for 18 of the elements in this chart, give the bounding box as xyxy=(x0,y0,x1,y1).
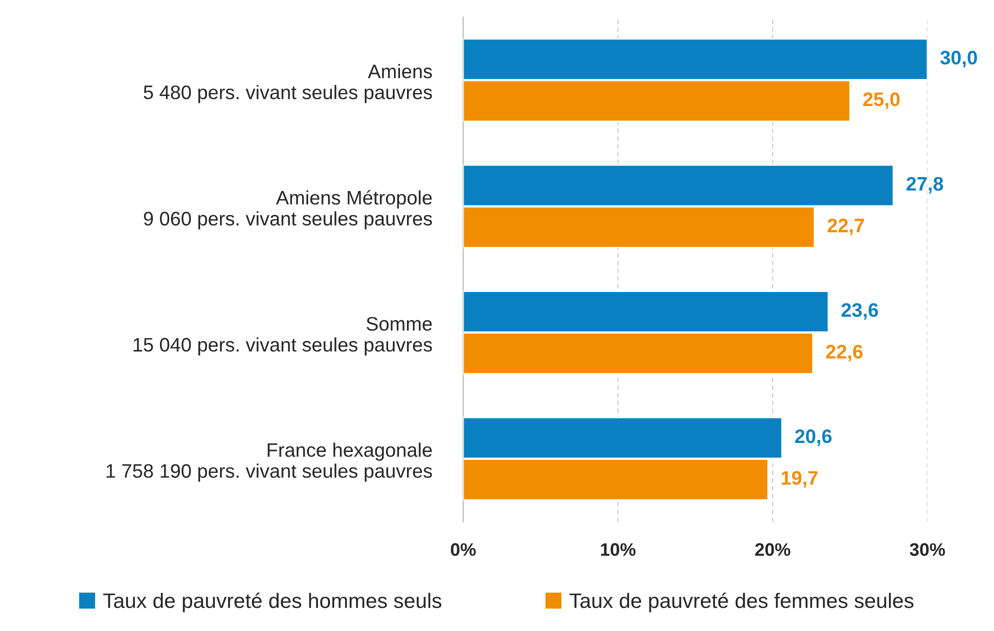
x-tick-label: 10% xyxy=(601,543,636,556)
data-label: 25,0 xyxy=(863,92,900,109)
data-label: 23,6 xyxy=(842,303,878,320)
x-tick-label: 0% xyxy=(450,543,476,556)
data-label: 19,7 xyxy=(782,471,818,488)
legend-label: Taux de pauvreté des hommes seuls xyxy=(103,592,442,612)
data-label: 30,0 xyxy=(940,50,977,68)
data-label: 20,6 xyxy=(795,429,832,446)
legend-label: Taux de pauvreté des femmes seules xyxy=(570,592,914,612)
data-label: 22,6 xyxy=(826,344,863,362)
data-label: 27,8 xyxy=(906,176,944,194)
data-label: 22,7 xyxy=(828,218,864,236)
y-tick-label: France hexagonale 1 758 190 pers. vivant seules pauvres xyxy=(106,442,432,482)
y-tick-label: Amiens Métropole 9 060 pers. vivant seules pauvres xyxy=(144,190,432,230)
x-tick-label: 30% xyxy=(910,543,945,556)
y-tick-label: Amiens 5 480 pers. vivant seules pauvres xyxy=(144,64,432,104)
x-tick-label: 20% xyxy=(755,543,790,556)
y-tick-label: Somme 15 040 pers. vivant seules pauvres xyxy=(134,316,432,356)
